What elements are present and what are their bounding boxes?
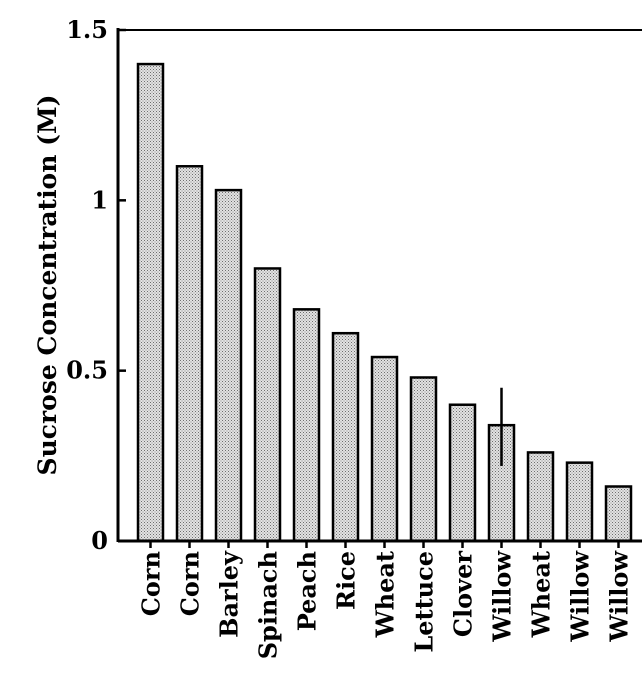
category-label-2: Corn <box>176 551 205 616</box>
bar-corn-1 <box>136 62 165 543</box>
bar-wheat-7 <box>370 355 399 543</box>
category-label-5: Peach <box>293 551 322 631</box>
category-label-3: Barley <box>215 550 244 638</box>
category-label-7: Wheat <box>371 551 400 638</box>
bar-willow-13 <box>604 485 633 543</box>
bar-wheat-11 <box>526 451 555 543</box>
bars-group <box>136 62 633 543</box>
category-label-1: Corn <box>137 551 166 616</box>
category-label-11: Wheat <box>527 551 556 638</box>
category-label-6: Rice <box>332 551 361 610</box>
bar-rice-6 <box>331 331 360 543</box>
bar-lettuce-8 <box>409 376 438 543</box>
y-axis-title: Sucrose Concentration (M) <box>33 95 62 476</box>
bar-clover-9 <box>448 403 477 543</box>
bar-peach-5 <box>292 308 321 543</box>
category-label-8: Lettuce <box>410 551 439 653</box>
bar-corn-2 <box>175 165 204 543</box>
axes-group <box>116 28 642 548</box>
category-labels-group: Corn Corn Barley Spinach Peach Rice Wheat Lettu… <box>137 550 634 660</box>
y-tick-label-4: 1.5 <box>66 15 108 44</box>
bar-spinach-4 <box>253 267 282 543</box>
category-label-10: Willow <box>488 550 517 643</box>
y-tick-label-2: 0.5 <box>66 356 108 385</box>
category-label-12: Willow <box>566 550 595 643</box>
bar-willow-12 <box>565 461 594 543</box>
category-label-9: Clover <box>449 551 478 637</box>
y-ticks-group: 0 0.5 1 1.5 <box>66 15 126 555</box>
y-tick-label-3: 1 <box>91 185 108 214</box>
category-label-4: Spinach <box>254 551 283 659</box>
category-label-13: Willow <box>605 550 634 643</box>
bar-barley-3 <box>214 188 243 543</box>
y-tick-label-1: 0 <box>91 526 108 555</box>
